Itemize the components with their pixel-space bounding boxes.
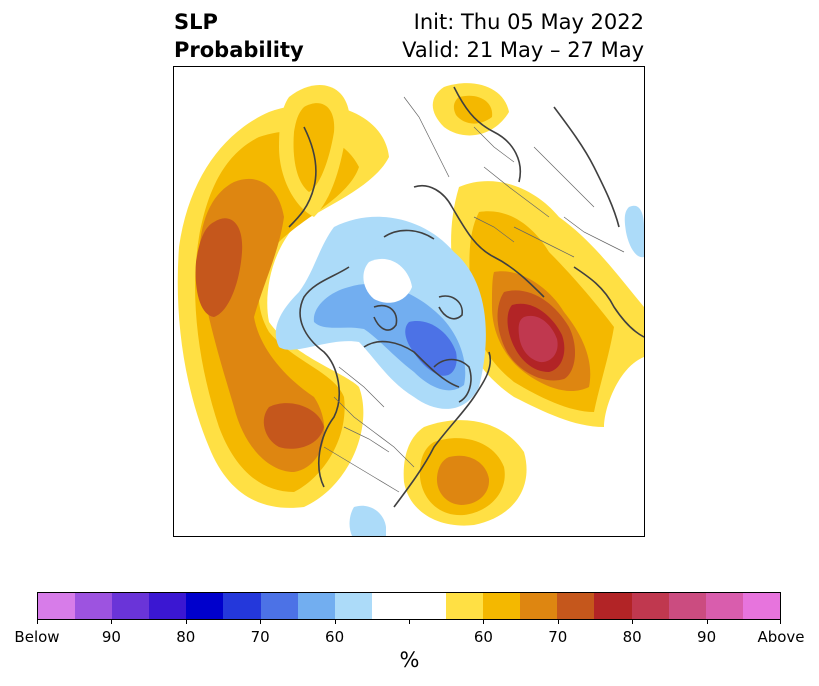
- colorbar-segment: [186, 593, 224, 619]
- colorbar-tick-label: Above: [757, 628, 805, 646]
- colorbar-segment: [594, 593, 632, 619]
- colorbar-tick: [557, 620, 559, 624]
- colorbar-tick: [706, 620, 708, 624]
- country-borders: [323, 96, 625, 493]
- colorbar-segment: [557, 593, 595, 619]
- colorbar-segment: [408, 593, 447, 619]
- colorbar-tick: [483, 620, 485, 624]
- colorbar-tick-label: 90: [101, 628, 121, 646]
- mexico-blue-patch: [349, 505, 386, 536]
- colorbar-segment: [38, 593, 76, 619]
- init-date: Init: Thu 05 May 2022: [413, 10, 644, 34]
- colorbar-tick-label: 90: [697, 628, 717, 646]
- colorbar-tick: [260, 620, 262, 624]
- map-panel: [173, 66, 645, 537]
- asia-blue-patch: [624, 205, 644, 258]
- colorbar-tick-label: 80: [622, 628, 642, 646]
- colorbar-segment: [75, 593, 113, 619]
- colorbar-segment: [223, 593, 261, 619]
- colorbar-segment: [297, 593, 335, 619]
- alaska-anomaly-gold: [293, 103, 335, 192]
- valid-range: Valid: 21 May – 27 May: [402, 38, 644, 62]
- colorbar-tick-label: 60: [473, 628, 493, 646]
- coastlines: [288, 86, 644, 508]
- colorbar-segment: [446, 593, 484, 619]
- colorbar-units-label: %: [399, 648, 420, 672]
- colorbar-tick: [409, 620, 410, 624]
- colorbar-tick: [37, 620, 38, 624]
- colorbar-segment: [371, 593, 409, 619]
- colorbar-segment: [334, 593, 372, 619]
- colorbar-tick-label: 70: [250, 628, 270, 646]
- colorbar-tick-label: 60: [325, 628, 345, 646]
- arctic-blue-patch-north: [354, 223, 449, 257]
- colorbar-segment: [742, 593, 780, 619]
- russia-anomaly-crimson: [518, 315, 558, 363]
- colorbar-segment: [705, 593, 743, 619]
- colorbar-tick: [185, 620, 187, 624]
- arctic-anomaly-dark-blue: [405, 321, 457, 376]
- colorbar-tick-label: 70: [548, 628, 568, 646]
- title-variable: SLP: [174, 10, 218, 34]
- colorbar-tick-label: 80: [176, 628, 196, 646]
- probability-map: [177, 83, 644, 536]
- colorbar-tick: [111, 620, 113, 624]
- colorbar-tick-label: Below: [14, 628, 60, 646]
- colorbar-tick: [780, 620, 781, 624]
- pole-clear-zone: [363, 258, 412, 303]
- colorbar-segment: [149, 593, 187, 619]
- colorbar-segment: [112, 593, 150, 619]
- colorbar-segment: [260, 593, 298, 619]
- colorbar-tick: [334, 620, 336, 624]
- colorbar-ticks: Below 90 80 70 60 60 70 80 90 Above: [14, 620, 805, 650]
- pacific-anomaly-rust-south: [263, 403, 324, 449]
- title-metric: Probability: [174, 38, 304, 62]
- colorbar-segment: [631, 593, 669, 619]
- colorbar-tick: [632, 620, 634, 624]
- colorbar-segment: [520, 593, 558, 619]
- atlantic-anomaly-orange: [436, 455, 490, 505]
- chart-title: SLP Probability: [174, 8, 304, 64]
- colorbar: [37, 592, 781, 620]
- pacific-anomaly-rust-north: [195, 218, 243, 317]
- colorbar-segment: [483, 593, 521, 619]
- colorbar-segment: [668, 593, 706, 619]
- chart-dates: Init: Thu 05 May 2022 Valid: 21 May – 27…: [402, 8, 644, 64]
